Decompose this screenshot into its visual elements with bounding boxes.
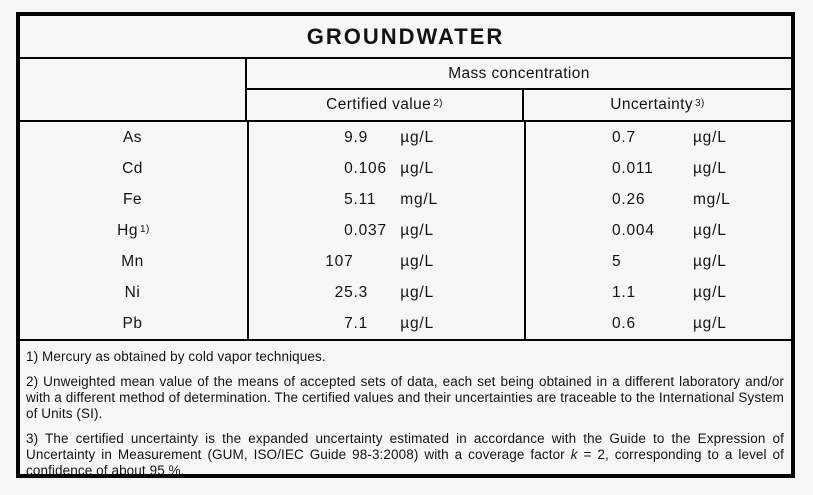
element-symbol: As xyxy=(122,128,143,146)
uncertainty-header: Uncertainty 3) xyxy=(522,90,791,120)
table-row-as: As 9.9 µg/L 0.7 µg/L xyxy=(20,122,791,153)
certified-unit: mg/L xyxy=(400,190,438,208)
uncertainty-unit: µg/L xyxy=(692,221,727,239)
uncertainty-unit: µg/L xyxy=(692,314,727,332)
element-cell: Mn xyxy=(20,246,247,277)
footnote-1: 1) Mercury as obtained by cold vapor tec… xyxy=(26,349,326,364)
coverage-factor-k: k xyxy=(570,447,578,462)
element-symbol: Cd xyxy=(122,159,143,177)
certificate-table: GROUNDWATER Mass concentration Certified… xyxy=(16,12,795,478)
uncertainty-cell: 0.7 µg/L xyxy=(524,122,791,153)
table-header: Mass concentration Certified value 2) Unc… xyxy=(20,59,791,122)
uncertainty-cell: 0.6 µg/L xyxy=(524,308,791,339)
uncertainty-cell: 1.1 µg/L xyxy=(524,277,791,308)
element-cell: Fe xyxy=(20,184,247,215)
footnote-3: 3) The certified uncertainty is the expa… xyxy=(26,431,785,478)
table-row-mn: Mn 107 µg/L 5 µg/L xyxy=(20,246,791,277)
uncertainty-cell: 5 µg/L xyxy=(524,246,791,277)
certified-unit: µg/L xyxy=(400,283,434,301)
certified-value-cell: 107 µg/L xyxy=(247,246,524,277)
uncertainty-unit: mg/L xyxy=(692,190,731,208)
table-row-cd: Cd 0.106 µg/L 0.011 µg/L xyxy=(20,153,791,184)
table-row-fe: Fe 5.11 mg/L 0.26 mg/L xyxy=(20,184,791,215)
certified-value-cell: 0.037 µg/L xyxy=(247,215,524,246)
certified-unit: µg/L xyxy=(400,252,434,270)
uncertainty-cell: 0.26 mg/L xyxy=(524,184,791,215)
certified-value-header: Certified value 2) xyxy=(326,96,443,113)
certified-value-cell: 25.3 µg/L xyxy=(247,277,524,308)
footnote-2: 2) Unweighted mean value of the means of… xyxy=(26,374,784,421)
uncertainty-cell: 0.011 µg/L xyxy=(524,153,791,184)
element-cell: Cd xyxy=(20,153,247,184)
certified-unit: µg/L xyxy=(400,128,434,146)
certified-unit: µg/L xyxy=(400,314,434,332)
element-cell: Hg 1) xyxy=(117,221,150,239)
element-cell: As xyxy=(20,122,247,153)
certified-unit: µg/L xyxy=(400,159,434,177)
page-title: GROUNDWATER xyxy=(306,23,505,49)
uncertainty-unit: µg/L xyxy=(692,128,727,146)
certified-value-cell: 5.11 mg/L xyxy=(247,184,524,215)
certified-unit: µg/L xyxy=(400,221,434,239)
element-cell: Ni xyxy=(20,277,247,308)
uncertainty-cell: 0.004 µg/L xyxy=(524,215,791,246)
group-header-label: Mass concentration xyxy=(448,64,590,82)
uncertainty-unit: µg/L xyxy=(692,283,727,301)
footnotes-section: 1) Mercury as obtained by cold vapor tec… xyxy=(20,341,791,478)
table-row-ni: Ni 25.3 µg/L 1.1 µg/L xyxy=(20,277,791,308)
header-corner-cell xyxy=(20,59,247,120)
uncertainty-unit: µg/L xyxy=(692,252,727,270)
element-symbol: Fe xyxy=(122,190,143,208)
uncertainty-unit: µg/L xyxy=(692,159,727,177)
element-cell: Pb xyxy=(20,308,247,339)
table-row-hg: Hg 1) 0.037 µg/L 0.004 µg/L xyxy=(20,215,791,246)
certified-value-cell: 7.1 µg/L xyxy=(247,308,524,339)
certified-value-cell: 0.106 µg/L xyxy=(247,153,524,184)
table-body: As 9.9 µg/L 0.7 µg/L Cd 0.106 µg/L 0.011 µg/… xyxy=(20,122,791,341)
element-symbol: Ni xyxy=(124,283,141,301)
element-symbol: Pb xyxy=(122,314,143,332)
group-header-cell: Mass concentration xyxy=(247,59,791,90)
certified-value-cell: 9.9 µg/L xyxy=(247,122,524,153)
table-row-pb: Pb 7.1 µg/L 0.6 µg/L xyxy=(20,308,791,339)
element-symbol: Mn xyxy=(121,252,144,270)
title-row: GROUNDWATER xyxy=(20,16,791,59)
element-symbol: Hg xyxy=(117,221,138,239)
